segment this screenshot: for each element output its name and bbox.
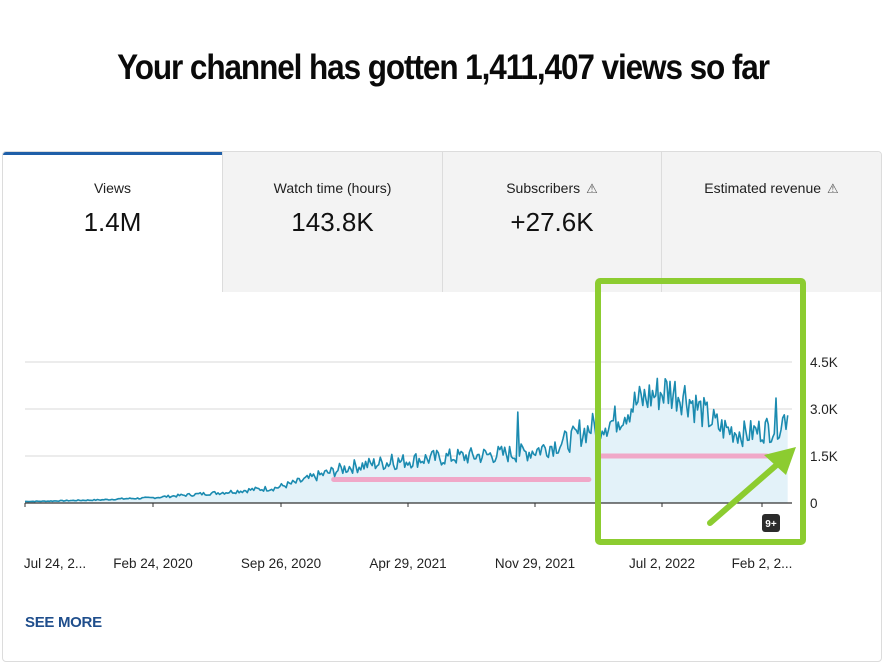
tab-label: Views <box>93 180 132 196</box>
tab-label: Watch time (hours) <box>273 180 392 196</box>
tab-label-text: Estimated revenue <box>704 180 822 196</box>
y-tick-label: 4.5K <box>810 355 838 370</box>
notes-badge[interactable]: 9+ <box>762 514 780 532</box>
x-tick-label: Feb 2, 2... <box>732 556 793 571</box>
warning-icon: ⚠ <box>827 181 839 196</box>
tab-value: 1.4M <box>83 207 142 237</box>
views-series-line <box>25 377 789 503</box>
average-lines <box>331 453 770 482</box>
x-tick-label: Nov 29, 2021 <box>495 556 575 571</box>
tab-label-text: Subscribers <box>506 180 581 196</box>
tab-watch-time[interactable]: Watch time (hours) 143.8K <box>222 152 442 292</box>
see-more-link[interactable]: SEE MORE <box>25 614 102 631</box>
tab-label: Estimated revenue ⚠ <box>662 180 881 197</box>
analytics-card: Views 1.4M Watch time (hours) 143.8K Sub… <box>2 151 882 662</box>
y-tick-label: 0 <box>810 496 818 511</box>
svg-text:9+: 9+ <box>765 519 777 530</box>
arrow-head <box>764 447 796 475</box>
x-tick-label: Sep 26, 2020 <box>241 556 321 571</box>
highlight-box <box>595 278 806 545</box>
arrow-shaft <box>707 459 783 526</box>
x-tick-label: Jul 24, 2... <box>24 556 86 571</box>
x-tick-label: Feb 24, 2020 <box>113 556 193 571</box>
tab-views[interactable]: Views 1.4M <box>3 152 222 292</box>
y-tick-label: 3.0K <box>810 402 838 417</box>
y-tick-label: 1.5K <box>810 449 838 464</box>
x-tick-labels: Jul 24, 2... Feb 24, 2020 Sep 26, 2020 Apr … <box>24 503 793 571</box>
warning-icon: ⚠ <box>586 181 598 196</box>
tab-estimated-revenue[interactable]: Estimated revenue ⚠ <box>661 152 881 292</box>
trend-arrow-icon <box>707 447 796 526</box>
tab-subscribers[interactable]: Subscribers ⚠ +27.6K <box>442 152 661 292</box>
y-tick-labels: 4.5K 3.0K 1.5K 0 <box>810 355 838 511</box>
tab-label: Subscribers ⚠ <box>443 180 661 197</box>
x-tick-label: Jul 2, 2022 <box>629 556 695 571</box>
page-headline: Your channel has gotten 1,411,407 views … <box>117 48 770 87</box>
x-tick-label: Apr 29, 2021 <box>369 556 446 571</box>
tab-value: +27.6K <box>510 207 594 237</box>
tab-value: 143.8K <box>291 207 374 237</box>
